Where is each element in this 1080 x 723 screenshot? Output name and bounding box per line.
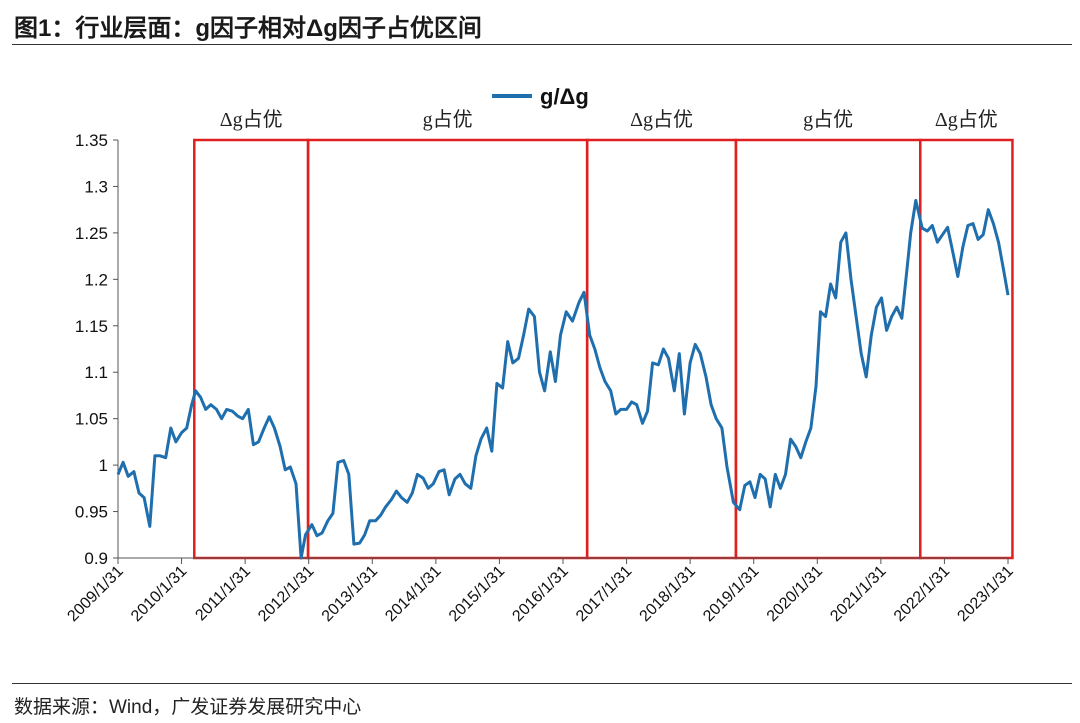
series-line bbox=[116, 198, 1010, 560]
x-tick-label: 2021/1/31 bbox=[827, 563, 889, 625]
x-tick-label: 2020/1/31 bbox=[764, 563, 826, 625]
x-tick-label: 2013/1/31 bbox=[319, 563, 381, 625]
y-tick-label: 1 bbox=[99, 456, 108, 475]
region-label: g占优 bbox=[423, 108, 473, 131]
y-tick-label: 1.15 bbox=[75, 317, 108, 336]
x-tick-label: 2011/1/31 bbox=[192, 563, 254, 625]
x-tick-label: 2012/1/31 bbox=[255, 563, 317, 625]
x-tick-label: 2015/1/31 bbox=[446, 563, 508, 625]
x-tick-label: 2009/1/31 bbox=[64, 563, 126, 625]
y-tick-label: 0.95 bbox=[75, 503, 108, 522]
region-label: Δg占优 bbox=[935, 108, 998, 131]
x-tick-label: 2016/1/31 bbox=[509, 563, 571, 625]
legend-label: g/Δg bbox=[540, 84, 589, 109]
series-layer bbox=[116, 198, 1010, 560]
region-box bbox=[734, 138, 922, 560]
y-tick-label: 1.35 bbox=[75, 131, 108, 150]
region-label: g占优 bbox=[803, 108, 853, 131]
y-tick-label: 0.9 bbox=[84, 549, 108, 568]
y-tick-label: 1.25 bbox=[75, 224, 108, 243]
footer-divider bbox=[12, 683, 1072, 684]
x-tick-label: 2010/1/31 bbox=[128, 563, 190, 625]
region-label: Δg占优 bbox=[630, 108, 693, 131]
x-tick-label: 2018/1/31 bbox=[637, 563, 699, 625]
region-box bbox=[193, 138, 310, 560]
x-tick-label: 2023/1/31 bbox=[954, 563, 1016, 625]
y-tick-label: 1.3 bbox=[84, 177, 108, 196]
x-tick-label: 2019/1/31 bbox=[700, 563, 762, 625]
title-divider bbox=[12, 44, 1072, 45]
x-tick-label: 2014/1/31 bbox=[382, 563, 444, 625]
source-note: 数据来源：Wind，广发证券发展研究中心 bbox=[14, 697, 362, 718]
region-box bbox=[919, 138, 1014, 560]
region-box bbox=[585, 138, 738, 560]
regions-layer: Δg占优 g占优 Δg占优 g占优 Δg占优 bbox=[193, 108, 1014, 560]
x-tick-label: 2022/1/31 bbox=[891, 563, 953, 625]
y-tick-label: 1.2 bbox=[84, 270, 108, 289]
x-tick-label: 2017/1/31 bbox=[573, 563, 635, 625]
legend: g/Δg bbox=[492, 84, 589, 109]
y-tick-label: 1.05 bbox=[75, 410, 108, 429]
chart-title: 图1：行业层面：g因子相对Δg因子占优区间 bbox=[14, 15, 482, 42]
y-tick-label: 1.1 bbox=[84, 363, 108, 382]
region-label: Δg占优 bbox=[220, 108, 283, 131]
